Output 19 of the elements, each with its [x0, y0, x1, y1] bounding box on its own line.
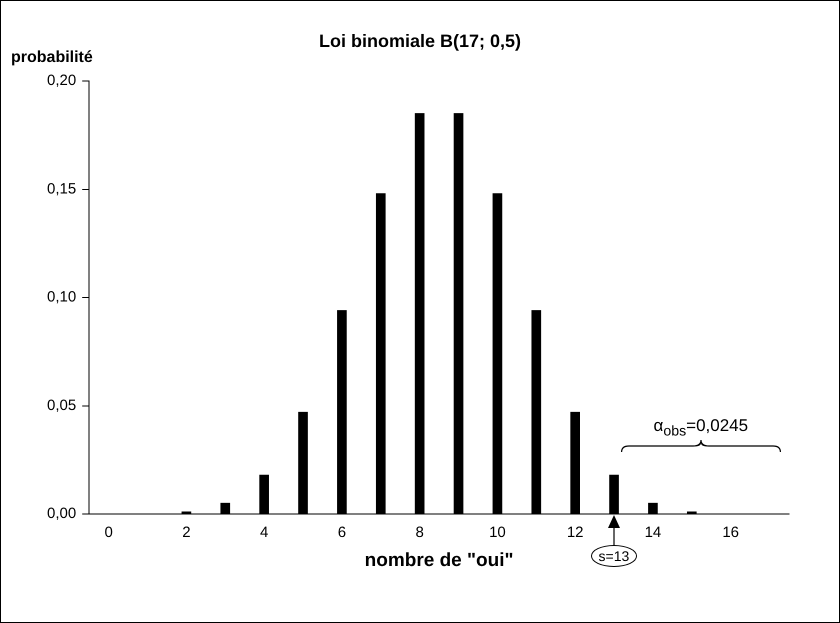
x-axis-title: nombre de "oui" — [364, 550, 515, 572]
y-tick-label: 0,05 — [46, 396, 76, 414]
x-tick-label: 10 — [489, 524, 506, 542]
y-tick-label: 0,20 — [46, 72, 76, 90]
x-tick-label: 0 — [104, 524, 113, 542]
y-tick-label: 0,15 — [46, 180, 76, 198]
annotation: s=13 — [590, 545, 638, 567]
x-tick-label: 6 — [338, 524, 346, 542]
x-tick-label: 12 — [566, 524, 584, 542]
annotation: α$_{obs}$=0,0245 — [654, 416, 748, 440]
x-tick-label: 2 — [182, 524, 191, 542]
y-axis-title: probabilité — [11, 49, 93, 67]
x-tick-label: 8 — [415, 524, 424, 542]
y-tick-label: 0,10 — [46, 288, 76, 306]
chart-title: Loi binomiale B(17; 0,5) — [318, 31, 522, 51]
x-tick-label: 4 — [260, 524, 268, 542]
y-tick-label: 0,00 — [46, 505, 76, 522]
x-tick-label: 14 — [644, 524, 662, 542]
x-tick-label: 16 — [722, 524, 740, 542]
